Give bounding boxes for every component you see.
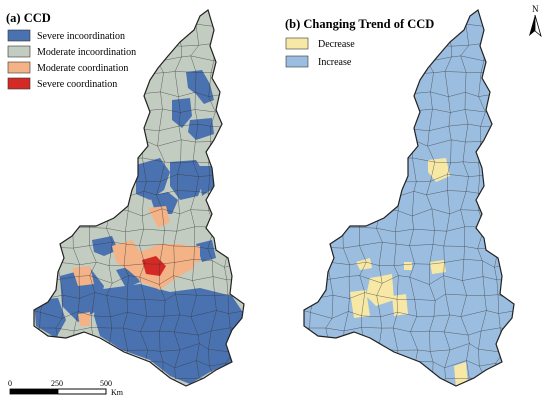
ccd-region-mid-blue-2 [188, 118, 214, 140]
trend-region-decrease-7 [404, 262, 412, 270]
ccd-region-east-blue [196, 240, 216, 262]
scale-unit: Km [111, 388, 124, 397]
legend-swatch-severe-incoordination [7, 29, 31, 42]
legend-swatch-moderate-incoordination [7, 45, 31, 58]
trend-region-decrease-9 [454, 362, 468, 386]
ccd-region-west-blue-1 [92, 236, 118, 256]
ccd-region-central-blue-4 [198, 166, 214, 196]
trend-region-decrease-2 [480, 194, 494, 214]
legend-swatch-increase [285, 55, 309, 68]
scale-bar-white-segment [57, 388, 107, 395]
ccd-legend: (a) CCD Severe incoordination Moderate i… [6, 11, 136, 90]
trend-region-decrease-5 [350, 290, 370, 318]
scale-tick-500: 500 [100, 379, 112, 388]
trend-map-outline [303, 9, 515, 387]
trend-region-decrease-4 [366, 274, 394, 306]
legend-label-severe-incoordination: Severe incoordination [37, 31, 125, 42]
north-arrow-left-half [529, 15, 535, 36]
ccd-region-central-blue-3 [170, 160, 206, 200]
trend-panel-title: (b) Changing Trend of CCD [285, 17, 434, 31]
north-label: N [532, 4, 539, 14]
legend-label-severe-coordination: Severe coordination [37, 79, 117, 90]
north-arrow-right-half [534, 14, 542, 38]
ccd-region-south-blue-3 [94, 284, 244, 384]
trend-region-decrease-8 [430, 260, 446, 274]
legend-swatch-decrease [285, 37, 309, 50]
legend-label-increase: Increase [318, 57, 352, 68]
legend-swatch-moderate-coordination [7, 61, 31, 74]
ccd-region-orange-1 [148, 206, 170, 228]
ccd-map [33, 9, 245, 387]
ccd-region-north-blue [186, 70, 214, 104]
legend-swatch-severe-coordination [7, 77, 31, 90]
scale-bar-black-segment [10, 389, 58, 394]
trend-legend: (b) Changing Trend of CCD Decrease Incre… [285, 17, 434, 68]
legend-label-moderate-incoordination: Moderate incoordination [37, 47, 136, 58]
legend-label-decrease: Decrease [318, 39, 355, 50]
ccd-map-outline [33, 9, 245, 387]
ccd-region-orange-5 [78, 312, 90, 326]
scale-bar-frame [9, 388, 107, 395]
north-arrow-icon: N [529, 4, 542, 38]
ccd-panel-title: (a) CCD [6, 11, 51, 25]
scale-bar: 0 250 500 Km [8, 379, 124, 397]
scale-tick-250: 250 [51, 379, 63, 388]
trend-region-decrease-3 [356, 258, 372, 270]
scale-tick-0: 0 [8, 379, 12, 388]
legend-label-moderate-coordination: Moderate coordination [37, 63, 128, 74]
trend-region-decrease-1 [428, 158, 450, 182]
ccd-map-regions [34, 70, 244, 384]
ccd-region-mid-blue-1 [172, 98, 192, 128]
